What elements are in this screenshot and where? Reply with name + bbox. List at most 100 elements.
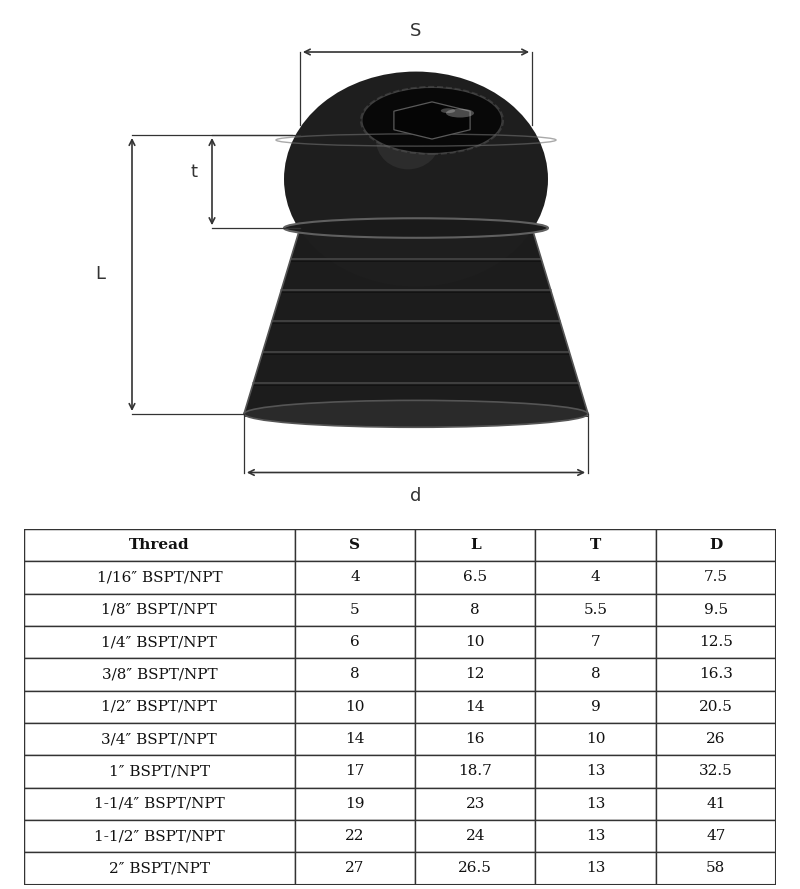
Bar [294,723,415,756]
Text: 6.5: 6.5 [463,571,487,584]
Bar [656,820,776,853]
Text: 22: 22 [345,829,365,843]
Bar [415,756,535,788]
Text: 20.5: 20.5 [699,700,733,714]
Bar [535,529,656,561]
Bar [656,756,776,788]
Text: D: D [710,538,722,552]
Bar [535,723,656,756]
Bar [656,626,776,658]
Text: 8: 8 [590,668,600,682]
Text: d: d [410,487,422,505]
Text: 1″ BSPT/NPT: 1″ BSPT/NPT [109,765,210,779]
Bar [535,626,656,658]
Bar [535,658,656,691]
Bar [294,853,415,885]
Text: 10: 10 [466,635,485,649]
Ellipse shape [362,87,502,154]
Bar [656,561,776,594]
Text: 4: 4 [590,571,600,584]
Bar [294,561,415,594]
Bar [24,594,294,626]
Text: 26: 26 [706,732,726,746]
Bar [294,529,415,561]
Text: 8: 8 [470,603,480,617]
Bar [294,658,415,691]
Bar [24,658,294,691]
Bar [24,853,294,885]
Bar [415,788,535,820]
Text: Thread: Thread [129,538,190,552]
Text: 3/8″ BSPT/NPT: 3/8″ BSPT/NPT [102,668,217,682]
Bar [294,691,415,723]
Bar [24,626,294,658]
Text: 16.3: 16.3 [699,668,733,682]
Bar [415,820,535,853]
Ellipse shape [441,108,455,113]
Text: 6: 6 [350,635,360,649]
Text: 5.5: 5.5 [583,603,607,617]
Bar [24,788,294,820]
Text: 4: 4 [350,571,360,584]
Bar [415,594,535,626]
Bar [415,691,535,723]
Text: 13: 13 [586,861,606,876]
Bar [294,788,415,820]
Text: 19: 19 [345,797,365,811]
Text: 24: 24 [466,829,485,843]
Text: 12.5: 12.5 [699,635,733,649]
Text: 1/4″ BSPT/NPT: 1/4″ BSPT/NPT [102,635,218,649]
Bar [535,594,656,626]
Text: 18.7: 18.7 [458,765,492,779]
Bar [535,820,656,853]
Bar [415,723,535,756]
Text: 13: 13 [586,797,606,811]
Text: 14: 14 [466,700,485,714]
Bar [294,820,415,853]
Text: L: L [95,266,105,284]
Bar [415,561,535,594]
Ellipse shape [284,218,548,237]
Ellipse shape [244,400,588,428]
Bar [24,561,294,594]
Bar [535,853,656,885]
Text: 26.5: 26.5 [458,861,492,876]
Ellipse shape [446,108,474,117]
Bar [415,626,535,658]
Text: 7: 7 [590,635,600,649]
Text: 13: 13 [586,765,606,779]
Polygon shape [394,102,470,139]
Text: 10: 10 [345,700,365,714]
Ellipse shape [376,110,440,169]
Text: 5: 5 [350,603,360,617]
Bar [24,691,294,723]
Text: 13: 13 [586,829,606,843]
Text: 27: 27 [345,861,365,876]
Text: 1-1/4″ BSPT/NPT: 1-1/4″ BSPT/NPT [94,797,225,811]
Bar [656,723,776,756]
Bar [656,529,776,561]
Text: 12: 12 [466,668,485,682]
Text: 10: 10 [586,732,606,746]
Text: 17: 17 [345,765,365,779]
Text: 7.5: 7.5 [704,571,728,584]
Bar [656,658,776,691]
Text: 47: 47 [706,829,726,843]
Text: 3/4″ BSPT/NPT: 3/4″ BSPT/NPT [102,732,218,746]
Text: 1/16″ BSPT/NPT: 1/16″ BSPT/NPT [97,571,222,584]
Text: 8: 8 [350,668,360,682]
Bar [656,691,776,723]
Bar [535,756,656,788]
Bar [535,561,656,594]
Text: 23: 23 [466,797,485,811]
Text: 9.5: 9.5 [704,603,728,617]
Text: 9: 9 [590,700,600,714]
Bar [415,529,535,561]
Text: 58: 58 [706,861,726,876]
Bar [415,658,535,691]
Bar [294,594,415,626]
Bar [656,788,776,820]
Text: 2″ BSPT/NPT: 2″ BSPT/NPT [109,861,210,876]
Bar [294,756,415,788]
Polygon shape [244,228,588,414]
